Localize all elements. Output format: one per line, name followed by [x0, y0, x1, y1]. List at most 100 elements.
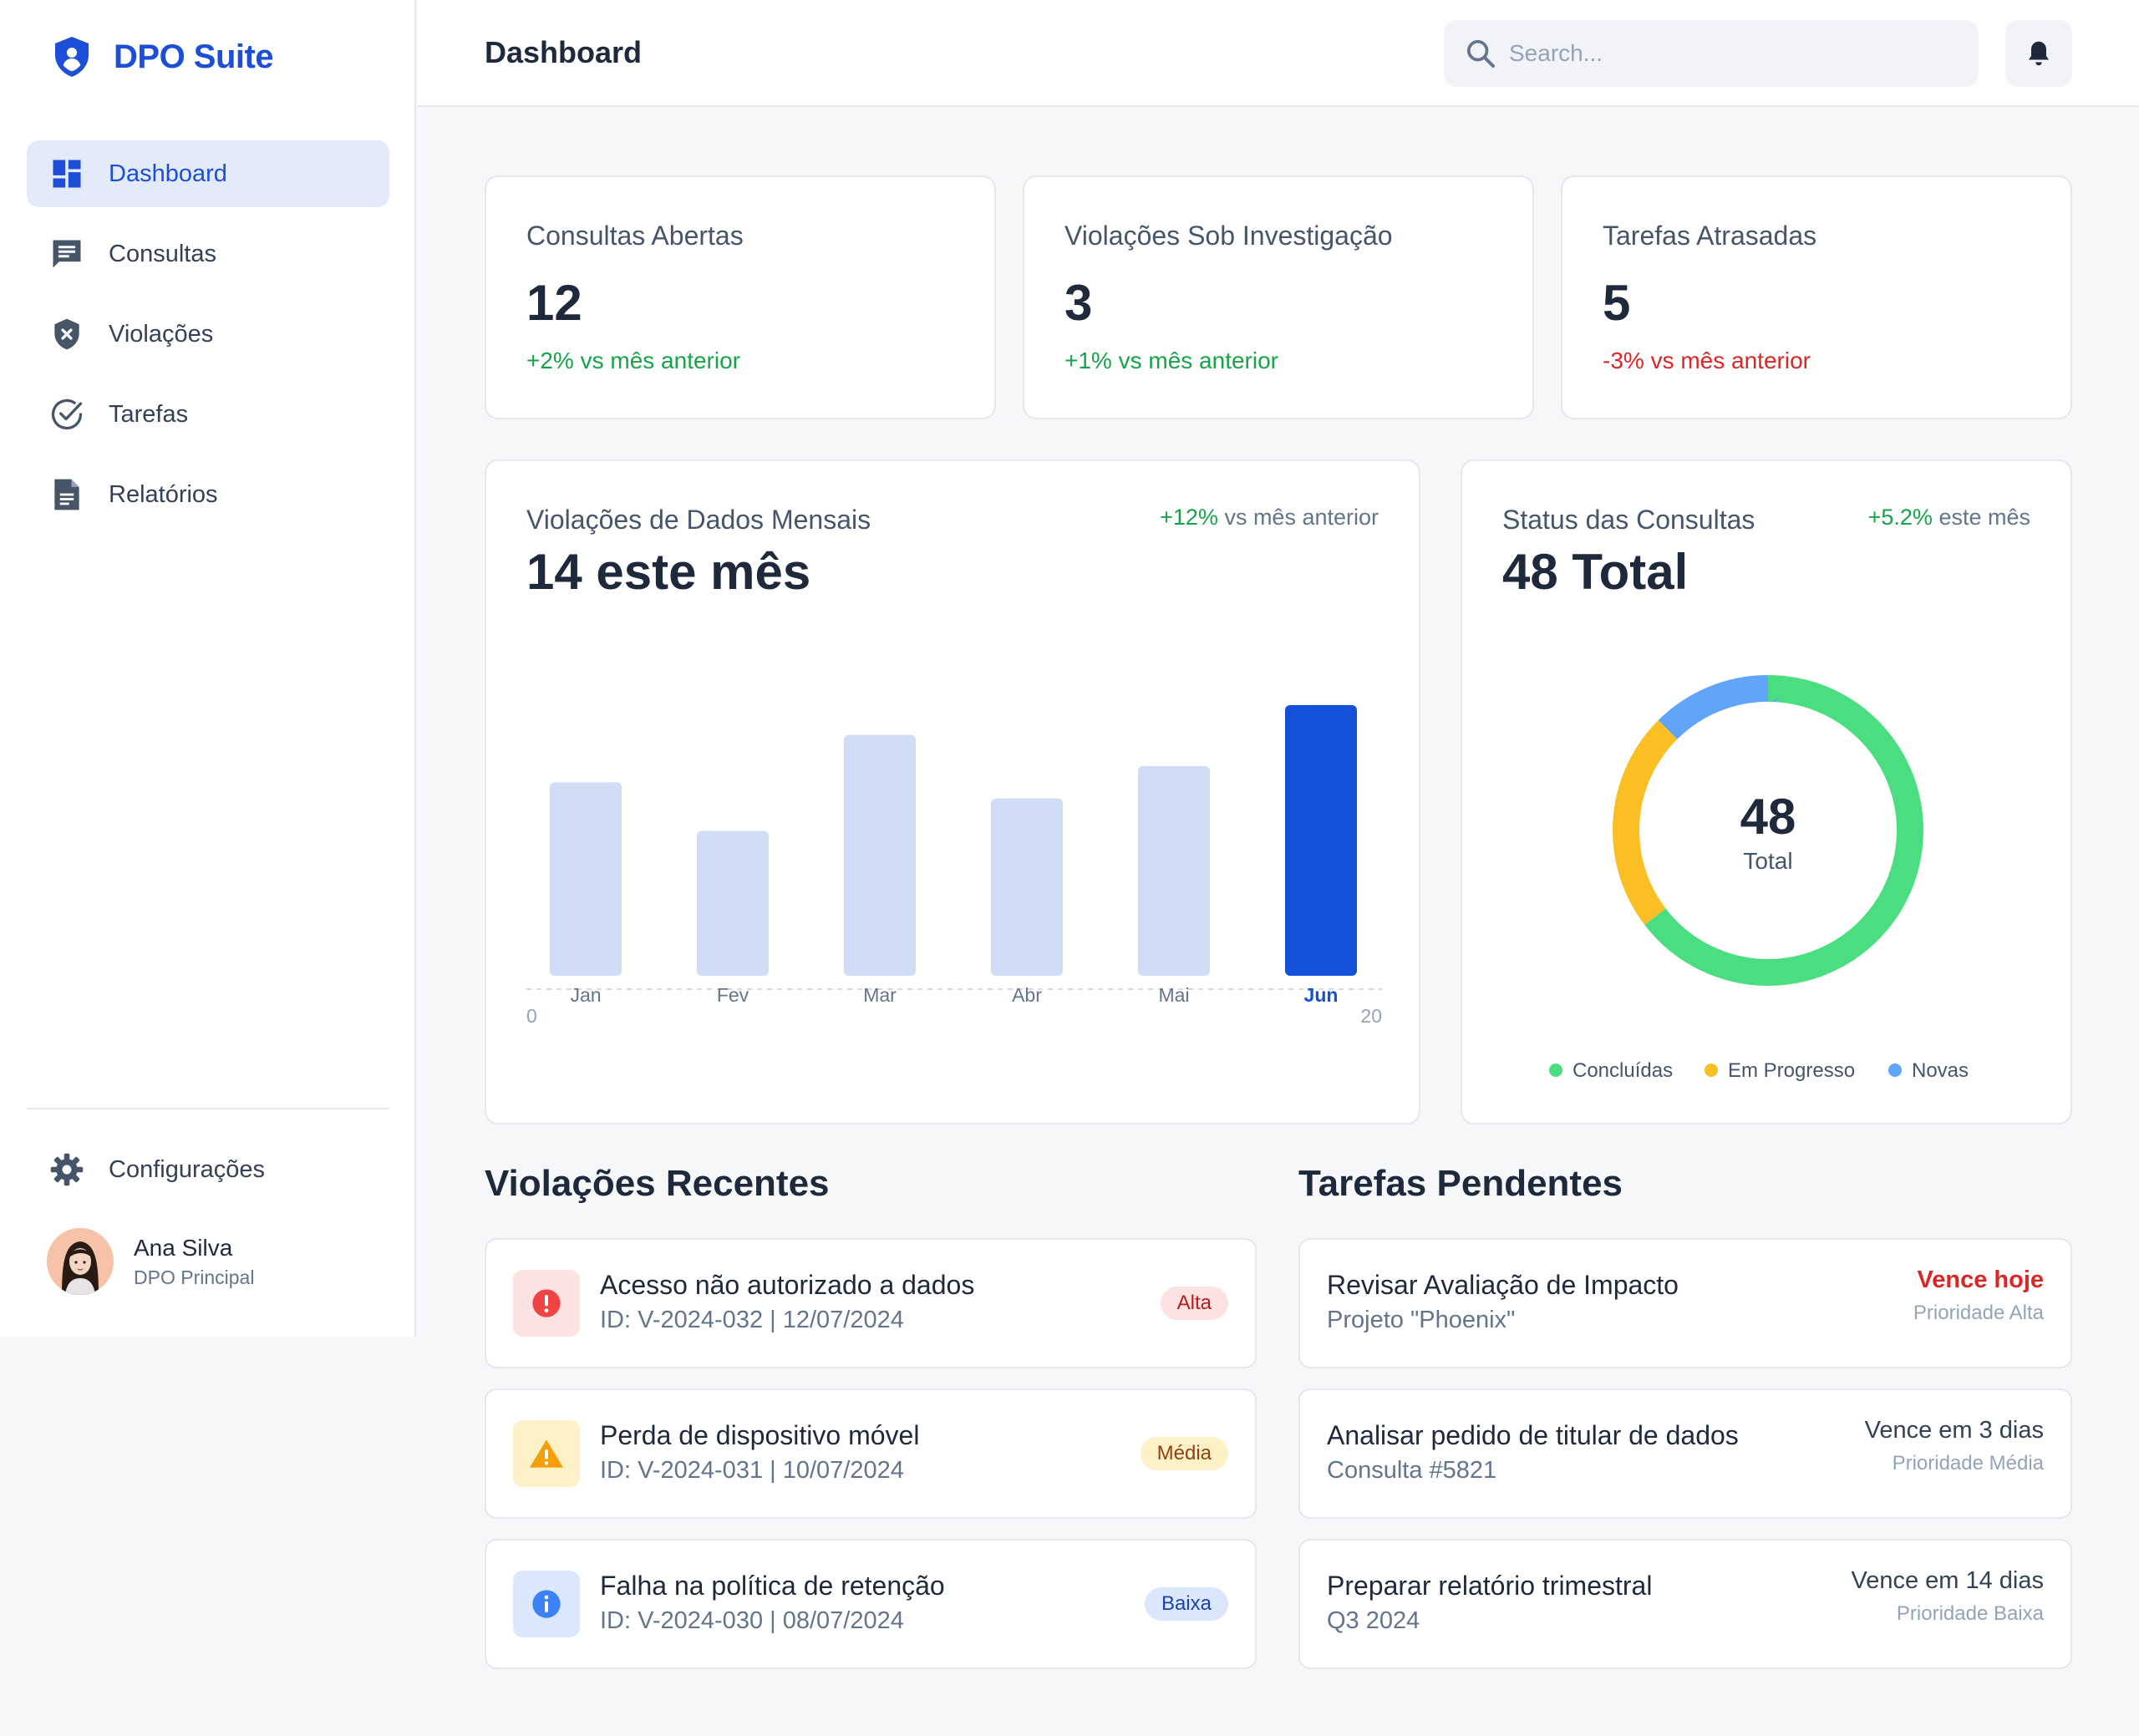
task-row[interactable]: Analisar pedido de titular de dados Consu…	[1298, 1388, 2072, 1519]
severity-badge: Baixa	[1144, 1587, 1228, 1621]
legend-label: Novas	[1912, 1059, 1969, 1082]
chart-headline: 48 Total	[1502, 544, 1689, 600]
bar-chart: Jan Fev Mar Abr Mai Jun 0 20	[526, 705, 1382, 1027]
chart-change-pct: +12%	[1160, 505, 1218, 530]
task-subtitle: Consulta #5821	[1327, 1457, 1497, 1484]
sidebar: DPO Suite Dashboard Consultas Violações …	[0, 0, 416, 1337]
stat-value: 12	[526, 275, 582, 331]
gear-icon	[50, 1153, 84, 1186]
x-tick-label: Jun	[1304, 984, 1339, 1006]
bar-jun[interactable]	[1285, 705, 1357, 976]
task-row[interactable]: Revisar Avaliação de Impacto Projeto "Pho…	[1298, 1238, 2072, 1368]
chart-label: Status das Consultas	[1502, 505, 1755, 535]
shield-x-icon	[54, 318, 79, 350]
x-tick-label: Fev	[717, 984, 749, 1006]
settings-label: Configurações	[109, 1155, 265, 1183]
sidebar-item-violacoes[interactable]: Violações	[27, 301, 389, 368]
warning-triangle-icon	[513, 1420, 580, 1487]
search-input[interactable]	[1509, 40, 1960, 67]
sidebar-item-tarefas[interactable]: Tarefas	[27, 381, 389, 448]
avatar	[47, 1228, 114, 1295]
chart-change: +12% vs mês anterior	[1160, 505, 1379, 530]
chart-change-text: este mês	[1938, 505, 2030, 530]
stat-card-violacoes: Violações Sob Investigação 3 +1% vs mês …	[1023, 175, 1534, 419]
priority-label: Prioridade Baixa	[1896, 1602, 2044, 1625]
legend-dot	[1549, 1063, 1562, 1077]
info-circle-icon	[513, 1571, 580, 1637]
due-date: Vence hoje	[1917, 1266, 2044, 1293]
x-tick-label: Mar	[863, 984, 897, 1006]
bar-jan[interactable]	[550, 782, 622, 976]
task-row[interactable]: Preparar relatório trimestral Q3 2024 Venc…	[1298, 1539, 2072, 1669]
user-name: Ana Silva	[134, 1234, 233, 1261]
top-header: Dashboard	[418, 0, 2139, 107]
breach-title: Acesso não autorizado a dados	[600, 1270, 975, 1300]
shield-logo-icon	[55, 37, 89, 77]
donut-slice-2[interactable]	[1613, 675, 1923, 986]
stat-change: +1% vs mês anterior	[1064, 348, 1278, 373]
stat-value: 3	[1064, 275, 1093, 331]
sidebar-item-label: Dashboard	[109, 160, 227, 187]
chart-change: +5.2% este mês	[1868, 505, 2030, 530]
breach-row[interactable]: Perda de dispositivo móvel ID: V-2024-031…	[485, 1388, 1257, 1519]
x-tick-label: Abr	[1012, 984, 1042, 1006]
search-icon	[1467, 40, 1495, 68]
donut-chart: 48 Total Concluídas Em Progresso Novas	[1549, 675, 1969, 1082]
bell-icon	[2029, 41, 2049, 66]
breach-row[interactable]: Falha na política de retenção ID: V-2024-…	[485, 1539, 1257, 1669]
due-date: Vence em 3 dias	[1864, 1417, 2044, 1444]
stat-label: Tarefas Atrasadas	[1603, 221, 1817, 251]
stat-value: 5	[1603, 275, 1631, 331]
brand[interactable]: DPO Suite	[52, 35, 274, 79]
stat-card-consultas: Consultas Abertas 12 +2% vs mês anterior	[485, 175, 996, 419]
sidebar-item-label: Tarefas	[109, 400, 189, 428]
bar-mai[interactable]	[1138, 765, 1210, 976]
stat-change: +2% vs mês anterior	[526, 348, 740, 373]
report-icon	[54, 479, 79, 510]
sidebar-item-consultas[interactable]: Consultas	[27, 221, 389, 287]
task-title: Preparar relatório trimestral	[1327, 1571, 1653, 1601]
legend-label: Em Progresso	[1728, 1059, 1855, 1082]
chart-change-pct: +5.2%	[1867, 505, 1933, 530]
chart-label: Violações de Dados Mensais	[526, 505, 871, 535]
x-tick-label: Jan	[570, 984, 601, 1006]
sidebar-item-label: Violações	[109, 320, 214, 348]
pending-tasks-title: Tarefas Pendentes	[1298, 1163, 1623, 1204]
brand-name: DPO Suite	[114, 38, 274, 75]
bar-mar[interactable]	[844, 734, 916, 976]
dashboard-icon	[53, 160, 81, 188]
stat-label: Violações Sob Investigação	[1064, 221, 1393, 251]
axis-max-label: 20	[1360, 1005, 1382, 1027]
sidebar-item-label: Relatórios	[109, 480, 218, 508]
sidebar-item-relatorios[interactable]: Relatórios	[27, 461, 389, 528]
chat-icon	[53, 240, 81, 268]
chart-headline: 14 este mês	[526, 544, 811, 600]
stat-change: -3% vs mês anterior	[1603, 348, 1811, 373]
user-profile[interactable]: Ana Silva DPO Principal	[47, 1228, 254, 1295]
breach-id: ID: V-2024-030 | 08/07/2024	[600, 1607, 904, 1634]
sidebar-item-dashboard[interactable]: Dashboard	[27, 140, 389, 207]
breach-id: ID: V-2024-031 | 10/07/2024	[600, 1457, 904, 1484]
user-role: DPO Principal	[134, 1266, 255, 1288]
stat-label: Consultas Abertas	[526, 221, 744, 251]
notifications-button[interactable]	[2005, 20, 2072, 87]
legend-dot	[1705, 1063, 1718, 1077]
status-chart-card: Status das Consultas 48 Total +5.2% este…	[1461, 459, 2072, 1124]
breach-row[interactable]: Acesso não autorizado a dados ID: V-2024-…	[485, 1238, 1257, 1368]
priority-label: Prioridade Alta	[1913, 1302, 2044, 1324]
bar-fev[interactable]	[697, 830, 769, 976]
donut-center-label: Total	[1743, 848, 1792, 874]
breach-title: Falha na política de retenção	[600, 1571, 945, 1601]
legend-label: Concluídas	[1572, 1059, 1673, 1082]
search-box[interactable]	[1444, 20, 1979, 87]
check-circle-icon	[51, 398, 83, 430]
settings-button[interactable]: Configurações	[48, 1151, 265, 1188]
task-subtitle: Q3 2024	[1327, 1607, 1420, 1634]
bar-abr[interactable]	[991, 798, 1063, 976]
donut-slice-1[interactable]	[1613, 675, 1923, 986]
sidebar-nav: Dashboard Consultas Violações Tarefas Re…	[27, 140, 389, 541]
breach-title: Perda de dispositivo móvel	[600, 1420, 920, 1450]
alert-circle-icon	[513, 1270, 580, 1337]
task-title: Analisar pedido de titular de dados	[1327, 1420, 1739, 1450]
chart-change-text: vs mês anterior	[1224, 505, 1379, 530]
